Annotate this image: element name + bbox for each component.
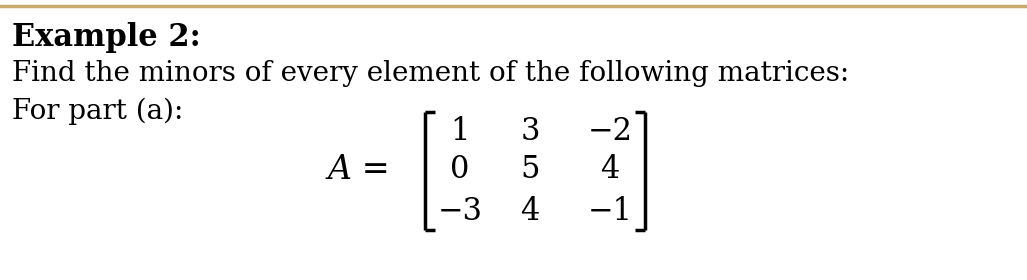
Text: 5: 5 [521,155,540,186]
Text: Find the minors of every element of the following matrices:: Find the minors of every element of the … [12,60,849,87]
Text: −3: −3 [438,197,483,227]
Text: 4: 4 [601,155,619,186]
Text: −2: −2 [587,116,633,148]
Text: For part (a):: For part (a): [12,98,184,125]
Text: A =: A = [328,154,390,186]
Text: 0: 0 [450,155,469,186]
Text: 1: 1 [450,116,469,148]
Text: Example 2:: Example 2: [12,22,201,53]
Text: 3: 3 [521,116,540,148]
Text: 4: 4 [521,197,539,227]
Text: −1: −1 [587,197,633,227]
